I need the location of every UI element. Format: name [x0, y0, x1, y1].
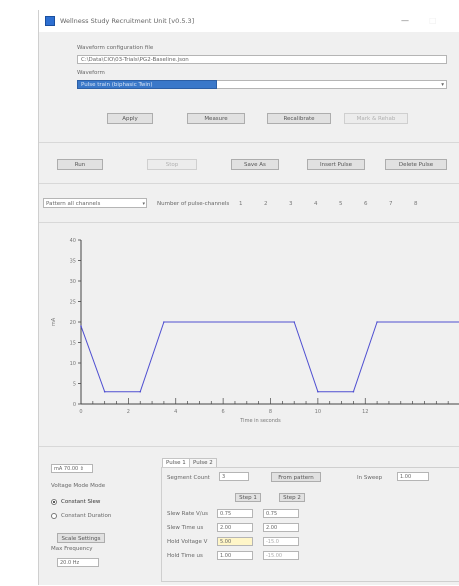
- control-bar: Run Stop Save As Insert Pulse Delete Pul…: [39, 143, 459, 184]
- step-1-button[interactable]: Step 1: [235, 493, 261, 502]
- hold-voltage-b[interactable]: -15.0: [263, 537, 299, 546]
- y-tick-label: 40: [70, 238, 76, 244]
- series-point: [293, 321, 295, 323]
- waveform-select-rest[interactable]: ▾: [217, 80, 447, 89]
- delete-pulse-button[interactable]: Delete Pulse: [385, 159, 447, 170]
- in-sweep-label: In Sweep: [357, 475, 383, 481]
- pulse-file-label: Waveform configuration file: [77, 45, 154, 51]
- hold-time-a[interactable]: 1.00: [217, 551, 253, 560]
- hold-voltage-label: Hold Voltage V: [167, 539, 208, 545]
- waveform-label: Waveform: [77, 70, 105, 76]
- max-frequency-label: Max Frequency: [51, 546, 93, 552]
- x-tick-label: 2: [127, 409, 130, 415]
- pulse-tab-panel: [161, 467, 459, 582]
- current-spinner[interactable]: mA 70.00 ⇕: [51, 464, 93, 473]
- minimize-button[interactable]: —: [401, 16, 409, 25]
- y-tick-label: 30: [70, 279, 76, 285]
- run-button[interactable]: Run: [57, 159, 103, 170]
- segment-count-spinner[interactable]: 3: [219, 472, 249, 481]
- hold-time-b[interactable]: -15.00: [263, 551, 299, 560]
- window-title: Wellness Study Recruitment Unit [v0.5.3]: [60, 17, 195, 25]
- y-tick-label: 25: [70, 300, 76, 306]
- x-tick-label: 0: [79, 409, 82, 415]
- chart-svg: 0 5 10 15 20 25 30 35 40 0 2 4 6 8 10 12 Time in seconds…: [51, 238, 459, 424]
- pattern-mode-value: Pattern all channels: [46, 201, 101, 207]
- point-5[interactable]: 5: [339, 201, 343, 207]
- constant-duration-label: Constant Duration: [61, 513, 112, 519]
- chevron-down-icon: ▾: [142, 201, 145, 207]
- pattern-mode-select[interactable]: Pattern all channels ▾: [43, 198, 147, 208]
- series-point: [139, 390, 142, 393]
- mark-rehab-button[interactable]: Mark & Rehab: [344, 113, 408, 124]
- y-tick-label: 35: [70, 259, 76, 265]
- app-window: Wellness Study Recruitment Unit [v0.5.3]…: [38, 10, 459, 585]
- save-as-button[interactable]: Save As: [231, 159, 279, 170]
- y-tick-label: 0: [73, 402, 76, 408]
- points-label: Number of pulse-channels: [157, 201, 230, 207]
- series-point: [103, 390, 106, 393]
- slew-time-b[interactable]: 2.00: [263, 523, 299, 532]
- x-axis-label: Time in seconds: [239, 418, 281, 424]
- series-point: [352, 390, 355, 393]
- recalibrate-button[interactable]: Recalibrate: [267, 113, 331, 124]
- current-value: 70.00: [63, 466, 79, 472]
- point-6[interactable]: 6: [364, 201, 368, 207]
- series-point: [80, 325, 82, 327]
- step-2-button[interactable]: Step 2: [279, 493, 305, 502]
- settings-panel: mA 70.00 ⇕ Voltage Mode Mode Constant Sl…: [39, 446, 459, 586]
- point-3[interactable]: 3: [289, 201, 293, 207]
- from-pattern-button[interactable]: From pattern: [271, 472, 321, 482]
- voltage-mode-label: Voltage Mode Mode: [51, 483, 106, 489]
- series-line-1: [80, 321, 459, 393]
- y-tick-label: 10: [70, 361, 76, 367]
- slew-rate-b[interactable]: 0.75: [263, 509, 299, 518]
- segment-count-label: Segment Count: [167, 475, 210, 481]
- in-sweep-spinner[interactable]: 1.00: [397, 472, 429, 481]
- scale-settings-button[interactable]: Scale Settings: [57, 533, 105, 543]
- point-8[interactable]: 8: [414, 201, 418, 207]
- pulse-file-field[interactable]: C:\Data\CIO\03-Trials\PG2-Baseline.json: [77, 55, 447, 64]
- maximize-button[interactable]: □: [429, 16, 437, 25]
- slew-time-a[interactable]: 2.00: [217, 523, 253, 532]
- point-4[interactable]: 4: [314, 201, 318, 207]
- waveform-select[interactable]: Pulse train (biphasic Twin): [77, 80, 217, 89]
- hold-voltage-a[interactable]: 5.00: [217, 537, 253, 546]
- slew-rate-a[interactable]: 0.75: [217, 509, 253, 518]
- point-1[interactable]: 1: [239, 201, 243, 207]
- max-frequency-spinner[interactable]: 20.0 Hz: [57, 558, 99, 567]
- hold-time-label: Hold Time us: [167, 553, 203, 559]
- series-point: [317, 390, 319, 393]
- radio-constant-slew[interactable]: [51, 499, 57, 505]
- constant-slew-label: Constant Slew: [61, 499, 101, 505]
- pattern-bar: Pattern all channels ▾ Number of pulse-ch…: [39, 184, 459, 223]
- config-panel: Waveform configuration file C:\Data\CIO\…: [39, 32, 459, 143]
- point-2[interactable]: 2: [264, 201, 268, 207]
- y-tick-label: 5: [73, 382, 76, 388]
- app-icon: [45, 16, 55, 26]
- stop-button[interactable]: Stop: [147, 159, 197, 170]
- apply-button[interactable]: Apply: [107, 113, 153, 124]
- measure-button[interactable]: Measure: [187, 113, 245, 124]
- insert-pulse-button[interactable]: Insert Pulse: [307, 159, 365, 170]
- waveform-chart: 0 5 10 15 20 25 30 35 40 0 2 4 6 8 10 12 Time in seconds…: [39, 224, 459, 444]
- radio-constant-duration[interactable]: [51, 513, 57, 519]
- y-tick-label: 15: [70, 341, 76, 347]
- x-tick-label: 8: [269, 409, 272, 415]
- tab-pulse-2[interactable]: Pulse 2: [189, 458, 217, 468]
- current-unit: mA: [54, 466, 63, 472]
- x-tick-label: 6: [222, 409, 225, 415]
- x-tick-label: 12: [362, 409, 368, 415]
- series-point: [163, 321, 165, 323]
- slew-time-label: Slew Time us: [167, 525, 204, 531]
- y-tick-label: 20: [70, 320, 76, 326]
- series-point: [376, 321, 378, 323]
- x-tick-label: 10: [315, 409, 321, 415]
- x-tick-label: 4: [174, 409, 177, 415]
- y-axis-label: mA: [51, 317, 57, 326]
- point-7[interactable]: 7: [389, 201, 393, 207]
- slew-rate-label: Slew Rate V/us: [167, 511, 208, 517]
- title-bar: Wellness Study Recruitment Unit [v0.5.3]…: [39, 10, 459, 32]
